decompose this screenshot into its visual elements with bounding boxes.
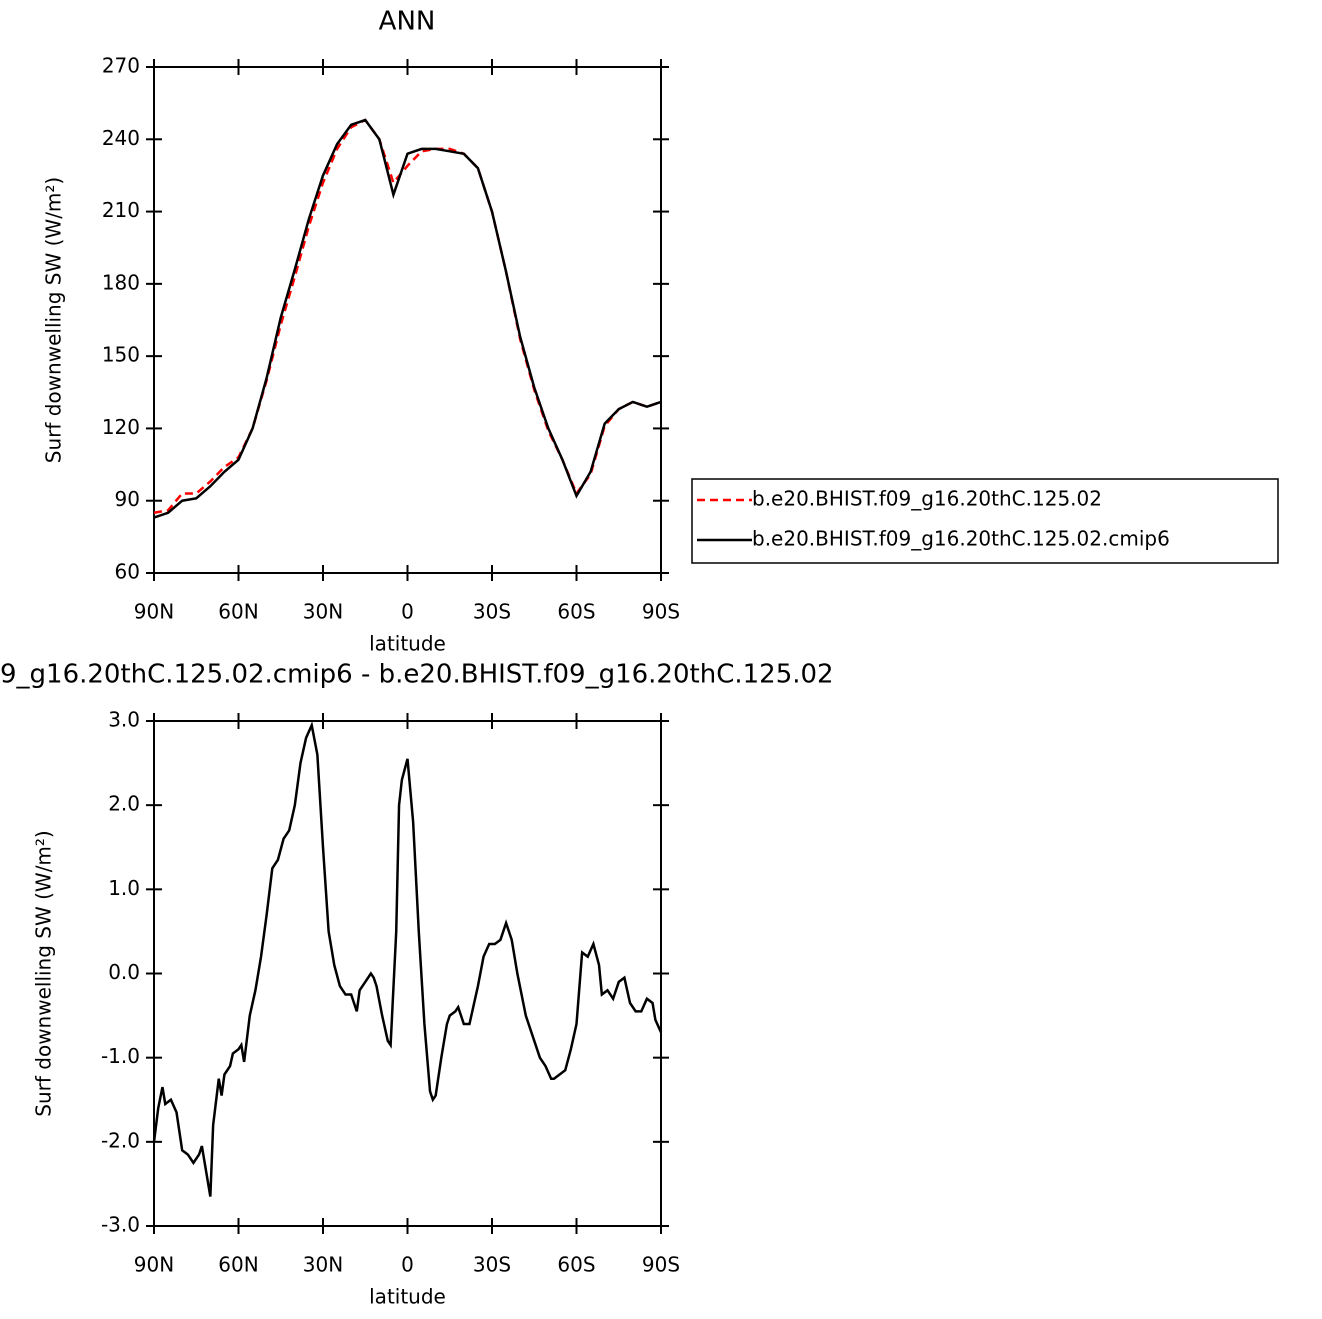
legend-box xyxy=(691,478,1279,564)
chart-title: ANN xyxy=(379,7,436,37)
series-line xyxy=(153,118,662,519)
chart-title: 9_g16.20thC.125.02.cmip6 - b.e20.BHIST.f… xyxy=(0,660,834,690)
y-tick-label: 180 xyxy=(102,270,140,294)
y-tick-label: 90 xyxy=(115,487,140,511)
y-tick-label: 2.0 xyxy=(108,792,140,816)
y-tick-label: 120 xyxy=(102,415,140,439)
y-tick-label: 60 xyxy=(115,560,140,584)
y-tick-label: 240 xyxy=(102,126,140,150)
legend-label: b.e20.BHIST.f09_g16.20thC.125.02.cmip6 xyxy=(752,527,1170,551)
y-tick-label: 270 xyxy=(102,54,140,78)
legend-label: b.e20.BHIST.f09_g16.20thC.125.02 xyxy=(752,487,1102,511)
x-tick-label: 60S xyxy=(557,1253,595,1277)
x-tick-label: 30S xyxy=(473,1253,511,1277)
x-tick-label: 90N xyxy=(134,1253,174,1277)
series-line xyxy=(153,118,662,514)
y-tick-label: 3.0 xyxy=(108,708,140,732)
x-axis-label: latitude xyxy=(369,632,446,656)
x-tick-label: 30N xyxy=(303,1253,343,1277)
plot-frame xyxy=(153,66,662,574)
series-line xyxy=(152,721,663,1197)
x-tick-label: 60N xyxy=(218,1253,258,1277)
x-tick-label: 30S xyxy=(473,600,511,624)
y-tick-label: -3.0 xyxy=(101,1213,140,1237)
y-tick-label: 210 xyxy=(102,198,140,222)
x-tick-label: 60N xyxy=(218,600,258,624)
y-tick-label: -2.0 xyxy=(101,1128,140,1152)
x-tick-label: 60S xyxy=(557,600,595,624)
x-tick-label: 0 xyxy=(401,600,414,624)
x-tick-label: 30N xyxy=(303,600,343,624)
y-axis-label: Surf downwelling SW (W/m²) xyxy=(32,830,56,1116)
x-tick-label: 90N xyxy=(134,600,174,624)
plot-frame xyxy=(153,720,662,1227)
x-axis-label: latitude xyxy=(369,1285,446,1309)
y-axis-label: Surf downwelling SW (W/m²) xyxy=(42,177,66,463)
y-tick-label: -1.0 xyxy=(101,1044,140,1068)
x-tick-label: 90S xyxy=(642,1253,680,1277)
y-tick-label: 150 xyxy=(102,343,140,367)
x-tick-label: 0 xyxy=(401,1253,414,1277)
y-tick-label: 0.0 xyxy=(108,960,140,984)
x-tick-label: 90S xyxy=(642,600,680,624)
y-tick-label: 1.0 xyxy=(108,876,140,900)
